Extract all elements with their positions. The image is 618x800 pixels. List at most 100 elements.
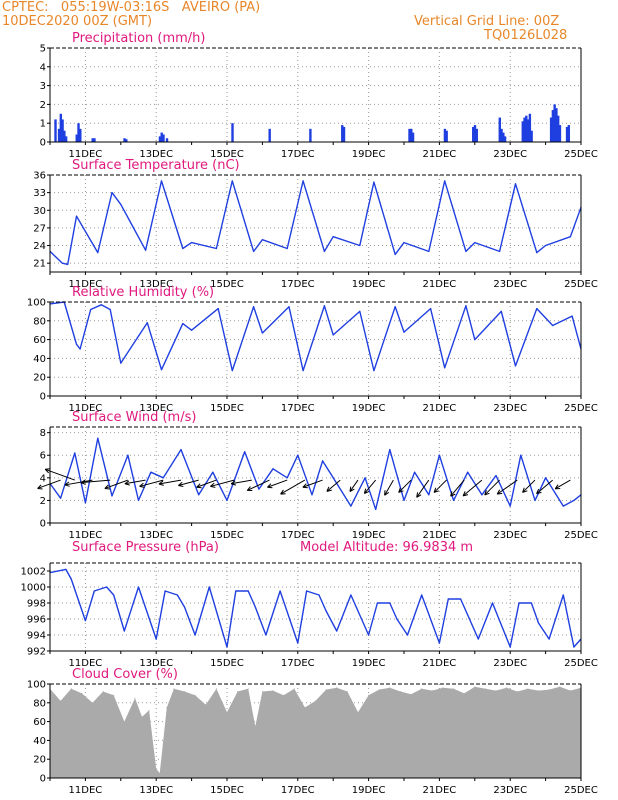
cloud-point-36 (399, 691, 401, 693)
cloud-point-9 (141, 716, 143, 718)
x-tick-label-4-7: 25DEC (564, 658, 598, 669)
series-point-3-21 (332, 477, 334, 479)
series-point-1-23 (428, 250, 430, 253)
x-tick-label-3-2: 15DEC (210, 530, 244, 541)
series-point-4-39 (509, 646, 511, 648)
series-point-2-18 (323, 305, 325, 307)
series-point-3-35 (520, 454, 522, 456)
series-point-4-16 (235, 590, 237, 592)
cloud-point-14 (173, 688, 175, 690)
series-point-1-5 (111, 192, 113, 194)
y-tick-label-1-1: 24 (33, 241, 46, 252)
wind-vector-10 (210, 479, 235, 488)
series-point-2-25 (444, 367, 446, 369)
series-point-3-9 (162, 477, 164, 479)
y-tick-label-0-5: 5 (40, 44, 46, 55)
cloud-point-32 (357, 711, 359, 713)
precip-bar-11 (123, 138, 126, 142)
precip-bar-33 (503, 136, 507, 142)
series-point-2-14 (252, 306, 255, 308)
x-tick-label-4-3: 17DEC (281, 658, 315, 669)
header-model-code: TQ0126L028 (484, 28, 568, 43)
precip-bar-2 (59, 113, 63, 142)
series-point-1-9 (182, 247, 184, 250)
series-point-4-26 (350, 594, 352, 596)
wind-vector-5 (124, 479, 146, 486)
precip-bar-9 (91, 138, 94, 142)
cloud-point-25 (283, 694, 285, 696)
series-point-4-37 (477, 638, 479, 640)
series-point-3-29 (438, 454, 440, 456)
series-point-3-16 (272, 468, 274, 470)
series-point-2-26 (465, 305, 467, 307)
precip-bar-6 (75, 134, 78, 142)
wind-vector-11 (230, 479, 252, 486)
series-point-4-6 (113, 594, 115, 596)
wind-vector-29 (554, 479, 571, 490)
series-point-1-8 (160, 180, 163, 182)
y-tick-label-2-3: 60 (33, 335, 46, 346)
series-point-1-31 (569, 236, 571, 238)
series-point-4-43 (548, 638, 550, 640)
series-point-1-16 (302, 180, 304, 182)
cloud-point-41 (453, 688, 455, 690)
series-point-3-25 (389, 448, 391, 451)
series-point-2-21 (373, 370, 375, 372)
series-point-4-18 (254, 606, 256, 608)
series-point-3-4 (97, 437, 99, 439)
y-tick-label-1-2: 27 (33, 223, 46, 234)
series-point-3-20 (321, 460, 324, 462)
cloud-point-6 (113, 694, 115, 696)
series-point-4-45 (573, 646, 575, 648)
y-tick-label-2-2: 40 (33, 354, 46, 365)
x-tick-label-2-1: 13DEC (139, 403, 173, 414)
cloud-point-42 (463, 692, 465, 694)
series-point-3-37 (545, 477, 547, 479)
series-point-4-24 (325, 610, 327, 612)
cloud-point-38 (421, 688, 423, 690)
cloud-point-45 (495, 690, 497, 692)
x-tick-label-1-2: 15DEC (210, 279, 244, 290)
series-point-1-19 (359, 244, 361, 247)
cloud-point-13 (166, 707, 168, 708)
x-tick-label-5-2: 15DEC (210, 785, 244, 796)
y-tick-label-0-2: 2 (40, 100, 46, 111)
series-point-4-35 (460, 598, 462, 600)
cloud-point-31 (346, 691, 348, 693)
precip-bar-22 (408, 128, 411, 142)
wind-vector-12 (246, 479, 270, 492)
series-point-1-10 (191, 242, 193, 244)
series-point-3-19 (311, 494, 313, 496)
x-tick-label-1-0: 11DEC (69, 279, 103, 290)
wind-vector-6 (139, 479, 164, 488)
y-tick-label-0-4: 4 (40, 62, 46, 73)
series-point-4-30 (396, 618, 398, 620)
wind-vector-0 (37, 479, 61, 490)
series-point-2-7 (120, 362, 122, 364)
y-tick-label-5-4: 80 (33, 698, 46, 709)
x-tick-label-4-5: 21DEC (423, 658, 457, 669)
series-point-1-21 (394, 253, 396, 255)
x-tick-label-0-6: 23DEC (493, 149, 527, 160)
series-point-3-26 (403, 499, 405, 502)
y-tick-label-5-0: 0 (40, 774, 46, 785)
x-tick-label-2-6: 23DEC (493, 403, 527, 414)
cloud-point-15 (184, 691, 186, 693)
wind-vector-21 (416, 479, 430, 498)
series-point-4-27 (368, 634, 370, 636)
series-point-3-10 (180, 448, 182, 451)
series-point-1-2 (67, 263, 69, 265)
cloud-point-3 (81, 692, 83, 694)
series-point-2-8 (146, 322, 148, 324)
y-tick-label-2-4: 80 (33, 316, 46, 327)
precip-bar-8 (79, 128, 82, 142)
header-datetime: 10DEC2020 00Z (GMT) (2, 14, 153, 29)
y-tick-label-1-3: 30 (33, 206, 46, 217)
cloud-point-44 (484, 688, 486, 690)
x-tick-label-3-7: 25DEC (564, 530, 598, 541)
cloud-point-24 (272, 690, 274, 692)
panel-title-3: Surface Wind (m/s) (72, 410, 196, 425)
precip-bar-17 (231, 123, 234, 142)
series-point-4-32 (421, 594, 423, 596)
